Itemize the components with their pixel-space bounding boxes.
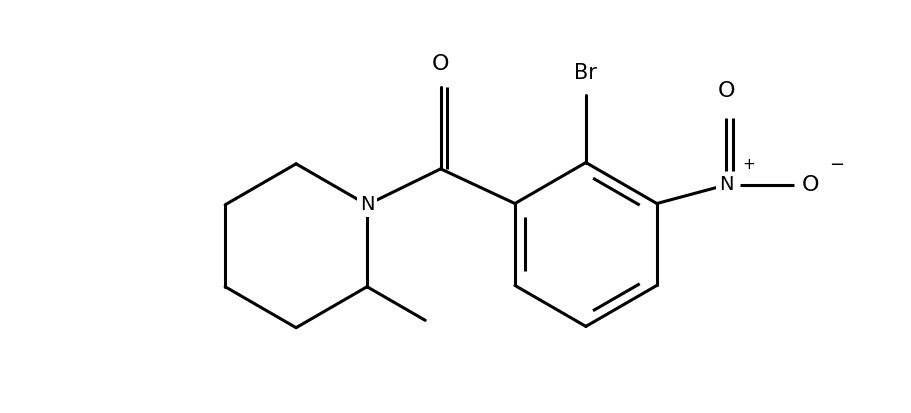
- Text: N: N: [719, 176, 733, 195]
- Text: O: O: [801, 175, 818, 195]
- Text: N: N: [360, 195, 374, 214]
- Text: O: O: [432, 54, 449, 74]
- Text: −: −: [828, 156, 844, 174]
- Text: O: O: [717, 81, 734, 101]
- Text: +: +: [742, 157, 754, 172]
- Text: Br: Br: [574, 63, 597, 83]
